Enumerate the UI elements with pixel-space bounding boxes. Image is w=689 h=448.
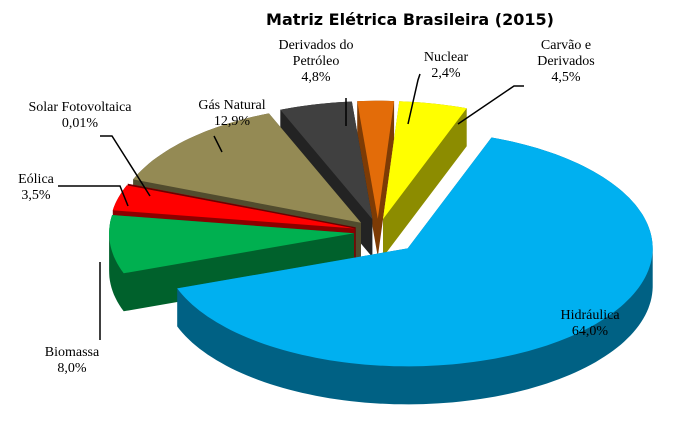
- category-label: Nuclear: [423, 50, 469, 65]
- slice-top: [177, 137, 653, 367]
- category-label: Derivados do Petróleo: [278, 38, 354, 69]
- leader-line: [58, 185, 129, 207]
- category-label: Eólica: [18, 172, 54, 187]
- leader-line: [457, 85, 524, 125]
- slice-top: [280, 101, 373, 220]
- value-label: 64,0%: [571, 324, 609, 339]
- value-label: 4,8%: [301, 70, 331, 85]
- value-label: 12,9%: [213, 114, 251, 129]
- slice: [357, 100, 395, 257]
- slice-top: [357, 100, 395, 219]
- chart-title: Matriz Elétrica Brasileira (2015): [266, 10, 554, 29]
- leader-line: [407, 73, 421, 125]
- slice-top: [112, 185, 355, 229]
- category-label: Hidráulica: [560, 308, 620, 323]
- category-label: Carvão e Derivados: [537, 38, 595, 69]
- value-label: 3,5%: [21, 188, 51, 203]
- value-label: 0,01%: [61, 116, 99, 131]
- pie: [109, 100, 653, 405]
- data-label: Gás Natural 12,9%: [177, 98, 287, 130]
- data-label: Biomassa 8,0%: [22, 345, 122, 377]
- data-label: Eólica 3,5%: [0, 172, 76, 204]
- data-label: Derivados do Petróleo 4,8%: [266, 38, 366, 86]
- data-label: Solar Fotovoltaica 0,01%: [5, 100, 155, 132]
- slice: [383, 101, 467, 258]
- category-label: Solar Fotovoltaica: [28, 100, 132, 115]
- leader-lines: [58, 73, 524, 340]
- value-label: 8,0%: [57, 361, 87, 376]
- slice-top: [127, 183, 356, 228]
- data-label: Hidráulica 64,0%: [540, 308, 640, 340]
- value-label: 2,4%: [431, 66, 461, 81]
- data-label: Nuclear 2,4%: [406, 50, 486, 82]
- leader-line: [100, 135, 151, 197]
- slice-top: [109, 215, 355, 274]
- slice: [109, 215, 355, 312]
- value-label: 4,5%: [551, 70, 581, 85]
- slice-top: [383, 101, 467, 220]
- category-label: Gás Natural: [198, 98, 266, 113]
- slice-top: [133, 113, 361, 223]
- data-label: Carvão e Derivados 4,5%: [521, 38, 611, 86]
- category-label: Biomassa: [44, 345, 100, 360]
- slice: [177, 137, 653, 405]
- leader-line: [213, 135, 223, 153]
